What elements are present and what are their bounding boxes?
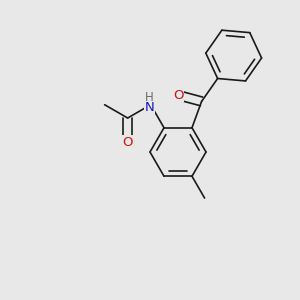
Text: N: N <box>145 101 154 114</box>
Text: O: O <box>173 89 184 102</box>
Text: O: O <box>122 136 133 149</box>
Text: H: H <box>145 91 154 104</box>
